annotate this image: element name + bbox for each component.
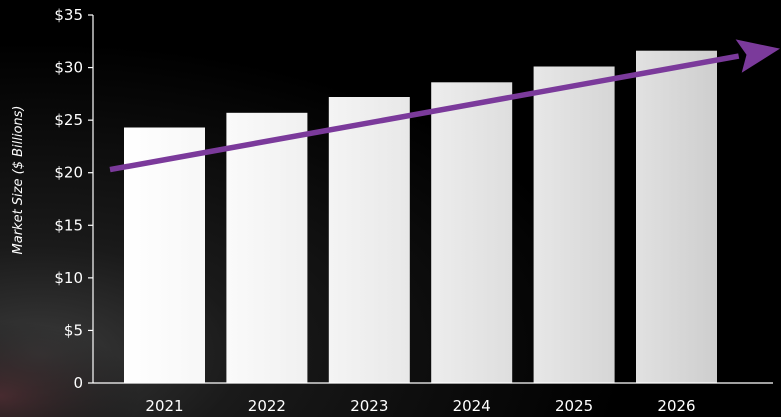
bar-2024: [431, 82, 513, 384]
bar-2025: [533, 66, 615, 383]
bar-2026: [636, 50, 717, 383]
x-tick-label-2022: 2022: [248, 397, 286, 415]
bar-2022: [226, 112, 308, 384]
x-tick-label-2025: 2025: [555, 397, 593, 415]
y-tick-label: $15: [54, 216, 83, 234]
x-tick-label-2024: 2024: [453, 397, 491, 415]
bar-2023: [328, 97, 410, 383]
x-tick-label-2021: 2021: [145, 397, 183, 415]
y-axis-title: Market Size ($ Billions): [11, 106, 26, 255]
trend-arrow-head: [735, 39, 780, 73]
y-tick-labels: 0 $5 $10 $15 $20 $25 $30 $35: [54, 6, 93, 392]
x-tick-labels: 2021 2022 2023 2024 2025 2026: [145, 397, 695, 415]
x-tick-label-2026: 2026: [657, 397, 695, 415]
y-tick-label: $5: [64, 321, 83, 339]
bars-layer: [124, 50, 717, 384]
y-tick-label: $30: [54, 59, 83, 77]
x-tick-label-2023: 2023: [350, 397, 388, 415]
trend-arrow-shaft: [109, 53, 740, 173]
y-tick-label: $35: [54, 6, 83, 24]
bar-2021: [124, 127, 205, 383]
y-tick-label: $10: [54, 269, 83, 287]
y-tick-label: $20: [54, 164, 83, 182]
y-tick-label: $25: [54, 111, 83, 129]
axes-layer: [92, 15, 773, 384]
trend-arrow-layer: [109, 39, 780, 173]
y-tick-label: 0: [73, 374, 83, 392]
